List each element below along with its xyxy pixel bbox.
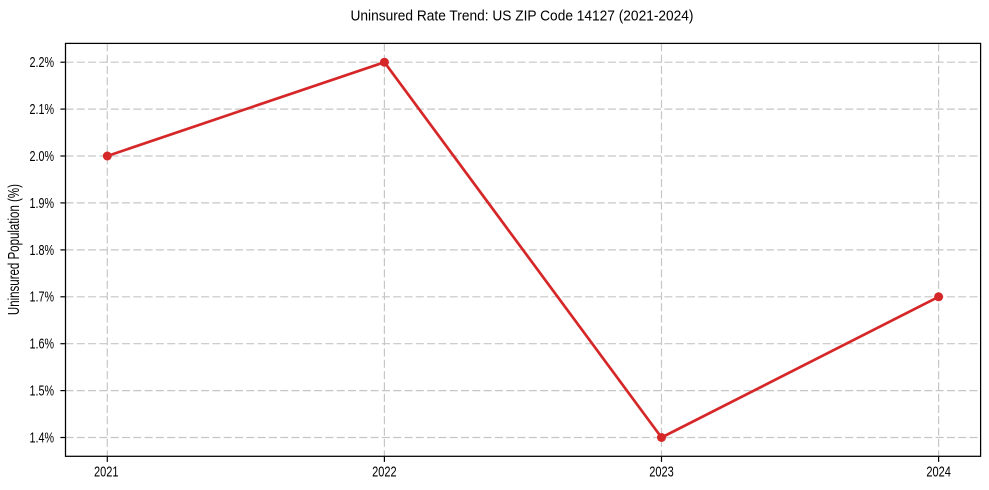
svg-text:1.6%: 1.6% bbox=[30, 337, 55, 353]
svg-text:2.1%: 2.1% bbox=[30, 102, 55, 118]
svg-text:2022: 2022 bbox=[372, 465, 397, 481]
svg-text:1.5%: 1.5% bbox=[30, 384, 55, 400]
svg-text:2024: 2024 bbox=[926, 465, 951, 481]
svg-text:Uninsured Population (%): Uninsured Population (%) bbox=[6, 184, 23, 315]
svg-text:2021: 2021 bbox=[94, 465, 119, 481]
svg-text:1.4%: 1.4% bbox=[30, 430, 55, 446]
svg-text:2.2%: 2.2% bbox=[30, 55, 55, 71]
svg-text:2023: 2023 bbox=[649, 465, 674, 481]
svg-text:2.0%: 2.0% bbox=[30, 149, 55, 165]
svg-text:1.8%: 1.8% bbox=[30, 243, 55, 259]
svg-text:1.9%: 1.9% bbox=[30, 196, 55, 212]
svg-text:Uninsured Rate Trend: US ZIP C: Uninsured Rate Trend: US ZIP Code 14127 … bbox=[351, 7, 694, 24]
svg-text:1.7%: 1.7% bbox=[30, 290, 55, 306]
